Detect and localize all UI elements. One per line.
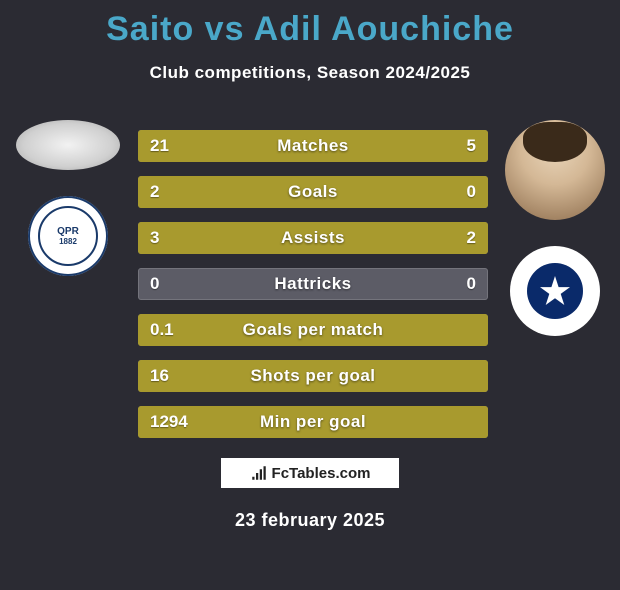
left-player-avatar [16,120,120,170]
stat-row: 32Assists [138,222,488,254]
left-club-initials: QPR [57,226,79,237]
star-icon [527,263,583,319]
stat-row: 1294Min per goal [138,406,488,438]
right-club-badge [510,246,600,336]
footer-date: 23 february 2025 [0,510,620,531]
stat-label: Shots per goal [138,366,488,386]
stat-row: 16Shots per goal [138,360,488,392]
page-title: Saito vs Adil Aouchiche [0,10,620,49]
stat-label: Goals [138,182,488,202]
stat-row: 215Matches [138,130,488,162]
stat-row: 00Hattricks [138,268,488,300]
right-player-column [490,120,620,336]
stat-row: 0.1Goals per match [138,314,488,346]
stat-label: Min per goal [138,412,488,432]
stat-row: 20Goals [138,176,488,208]
left-club-year: 1882 [59,237,77,246]
brand-text: FcTables.com [272,465,371,482]
stat-label: Matches [138,136,488,156]
left-club-badge: QPR 1882 [28,196,108,276]
comparison-bars: 215Matches 20Goals 32Assists 00Hattricks 0.1… [138,130,488,438]
stat-label: Assists [138,228,488,248]
subtitle: Club competitions, Season 2024/2025 [0,63,620,83]
stat-label: Hattricks [138,274,488,294]
chart-icon [250,464,268,482]
stat-label: Goals per match [138,320,488,340]
brand-logo: FcTables.com [221,458,399,488]
left-player-column: QPR 1882 [8,120,128,276]
right-player-avatar [505,120,605,220]
